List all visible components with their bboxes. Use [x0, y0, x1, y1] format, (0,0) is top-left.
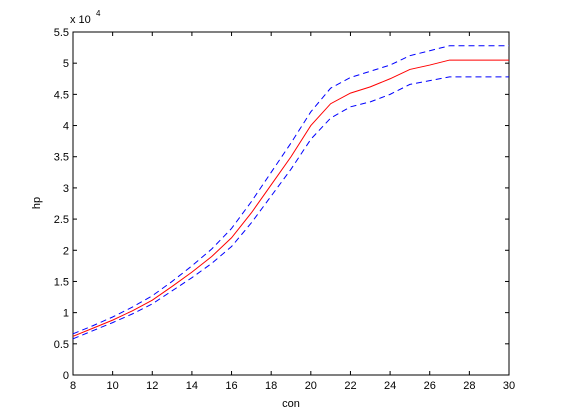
x-tick-label: 22 — [344, 380, 356, 392]
x-tick-label: 16 — [225, 380, 237, 392]
x-tick-label: 20 — [305, 380, 317, 392]
y-tick-label: 4 — [63, 121, 69, 133]
x-tick-label: 10 — [107, 380, 119, 392]
y-tick-label: 4.5 — [54, 89, 69, 101]
x-tick-label: 12 — [146, 380, 158, 392]
y-tick-label: 2 — [63, 245, 69, 257]
y-tick-label: 0.5 — [54, 339, 69, 351]
plot-area — [72, 31, 510, 376]
x-tick-label: 28 — [463, 380, 475, 392]
x-tick-label: 8 — [70, 380, 76, 392]
y-tick-label: 3 — [63, 183, 69, 195]
x-tick-label: 24 — [384, 380, 396, 392]
y-tick-label: 1 — [63, 308, 69, 320]
y-tick-label: 5 — [63, 58, 69, 70]
data-line — [72, 45, 509, 335]
y-tick-label: 3.5 — [54, 152, 69, 164]
y-tick-label: 0 — [63, 370, 69, 382]
y-multiplier-exponent: 4 — [96, 9, 101, 18]
y-axis-label: hp — [31, 197, 43, 209]
x-tick-label: 18 — [265, 380, 277, 392]
y-tick-label: 2.5 — [54, 214, 69, 226]
y-multiplier: x 10 — [70, 14, 91, 26]
y-tick-label: 5.5 — [54, 27, 69, 39]
x-axis-label: con — [282, 398, 300, 410]
x-tick-label: 14 — [186, 380, 198, 392]
x-tick-label: 30 — [503, 380, 515, 392]
y-tick-label: 1.5 — [54, 276, 69, 288]
x-tick-label: 26 — [424, 380, 436, 392]
data-line — [72, 59, 509, 337]
data-line — [72, 76, 509, 340]
